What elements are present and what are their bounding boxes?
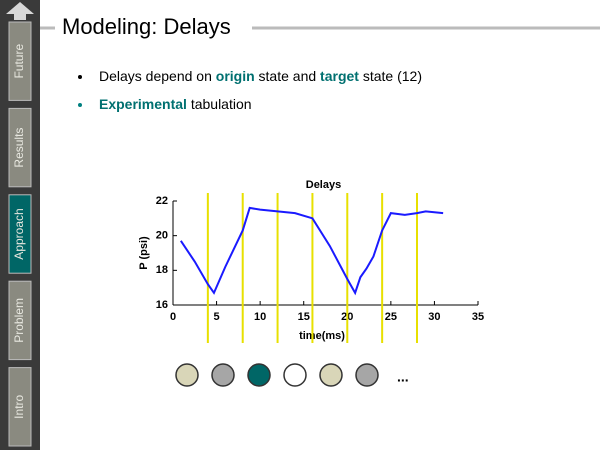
chart-title: Delays bbox=[306, 179, 341, 191]
nav-tab[interactable]: Problem bbox=[8, 280, 32, 361]
x-axis-label: time(ms) bbox=[299, 330, 345, 342]
tab-label[interactable]: Intro bbox=[12, 394, 26, 418]
tab-box[interactable] bbox=[8, 194, 32, 274]
state-circle bbox=[175, 363, 199, 387]
bullet-segment: Experimental bbox=[99, 96, 187, 112]
bullet-dot bbox=[78, 103, 82, 107]
nav-tab[interactable]: Future bbox=[8, 21, 32, 101]
x-tick-label: 35 bbox=[472, 311, 484, 323]
tab-box[interactable] bbox=[8, 280, 32, 361]
bullet-segment: origin bbox=[216, 68, 255, 84]
state-circle bbox=[283, 363, 307, 387]
slide-title: Modeling: Delays bbox=[62, 14, 231, 39]
nav-tab[interactable]: Intro bbox=[8, 367, 32, 447]
bullet-segment: state and bbox=[255, 68, 320, 84]
state-circle bbox=[355, 363, 379, 387]
bullet-text: Experimental tabulation bbox=[99, 96, 252, 112]
tab-label[interactable]: Future bbox=[12, 44, 26, 79]
up-arrow bbox=[6, 2, 34, 20]
bullets: Delays depend on origin state and target… bbox=[78, 68, 422, 112]
tab-label[interactable]: Results bbox=[12, 128, 26, 168]
y-tick-label: 20 bbox=[156, 230, 168, 242]
bullet-dot bbox=[78, 75, 82, 79]
x-tick-label: 25 bbox=[385, 311, 397, 323]
x-tick-label: 5 bbox=[214, 311, 220, 323]
y-axis-label: P (psi) bbox=[138, 236, 150, 270]
x-tick-label: 10 bbox=[254, 311, 266, 323]
tab-box[interactable] bbox=[8, 107, 32, 188]
nav-tab[interactable]: Results bbox=[8, 107, 32, 188]
y-tick-label: 22 bbox=[156, 195, 168, 207]
tab-label[interactable]: Approach bbox=[12, 208, 26, 259]
state-circles bbox=[175, 363, 379, 387]
bullet-segment: Delays depend on bbox=[99, 68, 216, 84]
x-tick-label: 0 bbox=[170, 311, 176, 323]
x-tick-label: 15 bbox=[298, 311, 310, 323]
nav-tab[interactable]: Approach bbox=[8, 194, 32, 274]
x-tick-label: 30 bbox=[428, 311, 440, 323]
tab-box[interactable] bbox=[8, 21, 32, 101]
tabs: Future Results Approach Problem Intro bbox=[8, 21, 32, 447]
state-circle bbox=[247, 363, 271, 387]
y-tick-label: 18 bbox=[156, 264, 168, 276]
bullet-segment: target bbox=[320, 68, 359, 84]
data-line bbox=[180, 206, 444, 296]
ellipsis: ... bbox=[397, 369, 409, 385]
state-circle bbox=[211, 363, 235, 387]
bullet-segment: state (12) bbox=[359, 68, 422, 84]
y-tick-label: 16 bbox=[156, 299, 168, 311]
chart: Delays0510152025303516182022time(ms)P (p… bbox=[138, 179, 484, 343]
tab-box[interactable] bbox=[8, 367, 32, 447]
bullet-segment: tabulation bbox=[187, 96, 252, 112]
bullet-text: Delays depend on origin state and target… bbox=[99, 68, 422, 84]
tab-label[interactable]: Problem bbox=[12, 298, 26, 343]
state-circle bbox=[319, 363, 343, 387]
